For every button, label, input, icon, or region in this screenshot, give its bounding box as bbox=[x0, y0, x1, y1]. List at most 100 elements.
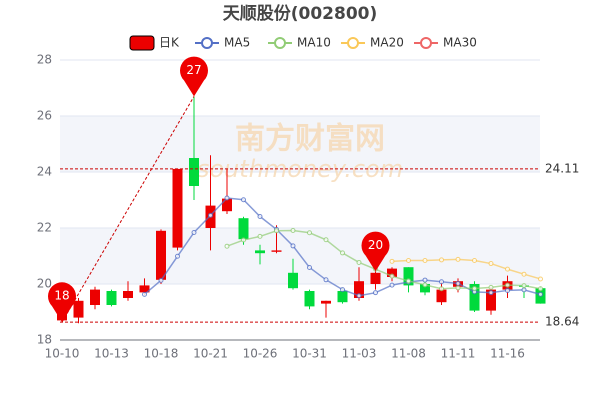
chart-title: 天顺股份(002800) bbox=[223, 3, 378, 24]
ma-point bbox=[257, 233, 263, 239]
ma-point bbox=[472, 285, 477, 291]
candle-body bbox=[288, 272, 298, 289]
ma-point bbox=[356, 259, 362, 265]
candle-body bbox=[123, 291, 133, 298]
y-tick-label: 28 bbox=[37, 53, 52, 67]
ma-point bbox=[538, 286, 543, 292]
pin-label: 20 bbox=[368, 238, 383, 252]
ma-point bbox=[538, 276, 543, 282]
ma-point bbox=[406, 278, 411, 284]
legend-swatch bbox=[201, 37, 213, 49]
ma-point bbox=[290, 243, 296, 249]
ma-point bbox=[158, 277, 164, 283]
candle-body bbox=[90, 289, 100, 305]
x-tick-label: 10-26 bbox=[243, 347, 278, 361]
candle-body bbox=[189, 158, 199, 186]
y-tick-label: 18 bbox=[37, 333, 52, 347]
pin bbox=[48, 282, 76, 323]
legend-swatch bbox=[347, 37, 359, 49]
candle-body bbox=[73, 300, 84, 318]
ma-point bbox=[406, 257, 411, 263]
ma-point bbox=[340, 250, 345, 256]
ma-point bbox=[422, 257, 428, 263]
ma-point bbox=[389, 258, 395, 264]
ma-point bbox=[521, 283, 527, 289]
ma-line bbox=[226, 229, 541, 290]
legend-label: MA20 bbox=[370, 36, 404, 50]
candle-body bbox=[403, 267, 414, 286]
watermark: 南方财富网 bbox=[235, 122, 385, 157]
candle-body bbox=[238, 218, 249, 240]
ma-point bbox=[274, 228, 279, 234]
ma-point bbox=[439, 279, 444, 285]
x-tick-label: 10-10 bbox=[45, 347, 80, 361]
ma-point bbox=[224, 195, 230, 201]
ma-point bbox=[505, 287, 510, 293]
ma-point bbox=[323, 237, 329, 243]
y-tick-label: 20 bbox=[37, 277, 52, 291]
y-tick-label: 24 bbox=[37, 165, 52, 179]
ma-point bbox=[488, 290, 494, 296]
grid-band bbox=[60, 116, 540, 172]
legend-label: MA30 bbox=[443, 36, 477, 50]
candle-body bbox=[172, 168, 183, 248]
ma-line bbox=[391, 258, 541, 280]
ma-point bbox=[472, 257, 477, 263]
candle-body bbox=[156, 230, 166, 280]
x-tick-label: 10-18 bbox=[144, 347, 179, 361]
candle-body bbox=[304, 291, 315, 307]
ma-point bbox=[439, 286, 444, 292]
ma-point bbox=[340, 287, 345, 293]
ma-point bbox=[521, 271, 527, 277]
y-tick-label: 26 bbox=[37, 109, 52, 123]
x-tick-label: 10-31 bbox=[292, 347, 327, 361]
ma-point bbox=[538, 291, 543, 297]
ma-point bbox=[422, 277, 428, 283]
pin-label: 27 bbox=[186, 63, 201, 77]
ma-point bbox=[488, 284, 494, 290]
x-tick-label: 11-16 bbox=[490, 347, 525, 361]
pin-label: 18 bbox=[54, 289, 69, 303]
candle-body bbox=[486, 289, 496, 311]
candle-body bbox=[139, 285, 150, 293]
ma-point bbox=[455, 280, 461, 286]
ma-point bbox=[241, 197, 246, 203]
ma-point bbox=[455, 285, 461, 291]
ma-point bbox=[422, 282, 428, 288]
candle-body bbox=[271, 250, 282, 252]
ma-point bbox=[257, 214, 263, 220]
candle-body bbox=[436, 289, 447, 303]
candle-body bbox=[222, 198, 232, 212]
candle-body bbox=[387, 268, 397, 277]
ma-point bbox=[241, 237, 246, 243]
mark-line-label: 24.11 bbox=[545, 161, 579, 175]
x-tick-label: 10-13 bbox=[94, 347, 129, 361]
ma-point bbox=[142, 291, 147, 297]
legend-label: MA10 bbox=[297, 36, 331, 50]
mark-line-label: 18.64 bbox=[545, 315, 579, 329]
ma-point bbox=[455, 256, 461, 262]
x-tick-label: 11-11 bbox=[441, 347, 476, 361]
candle-body bbox=[337, 291, 348, 303]
x-tick-label: 11-03 bbox=[342, 347, 377, 361]
ma-point bbox=[175, 253, 180, 259]
legend-label: MA5 bbox=[224, 36, 250, 50]
candle-body bbox=[255, 250, 265, 254]
ma-point bbox=[439, 257, 444, 263]
candle-body bbox=[420, 284, 430, 293]
trend-line bbox=[61, 96, 195, 323]
legend-swatch bbox=[420, 37, 432, 49]
pin bbox=[361, 231, 390, 272]
legend-swatch bbox=[129, 35, 155, 51]
ma-point bbox=[208, 212, 213, 218]
ma-point bbox=[323, 277, 329, 283]
ma-point bbox=[290, 228, 296, 234]
candle-body bbox=[370, 272, 381, 284]
ma-point bbox=[307, 264, 312, 270]
ma-point bbox=[307, 230, 312, 236]
ma-point bbox=[505, 282, 510, 288]
candle-body bbox=[106, 291, 117, 305]
ma-point bbox=[356, 293, 362, 299]
candle-body bbox=[321, 300, 331, 304]
